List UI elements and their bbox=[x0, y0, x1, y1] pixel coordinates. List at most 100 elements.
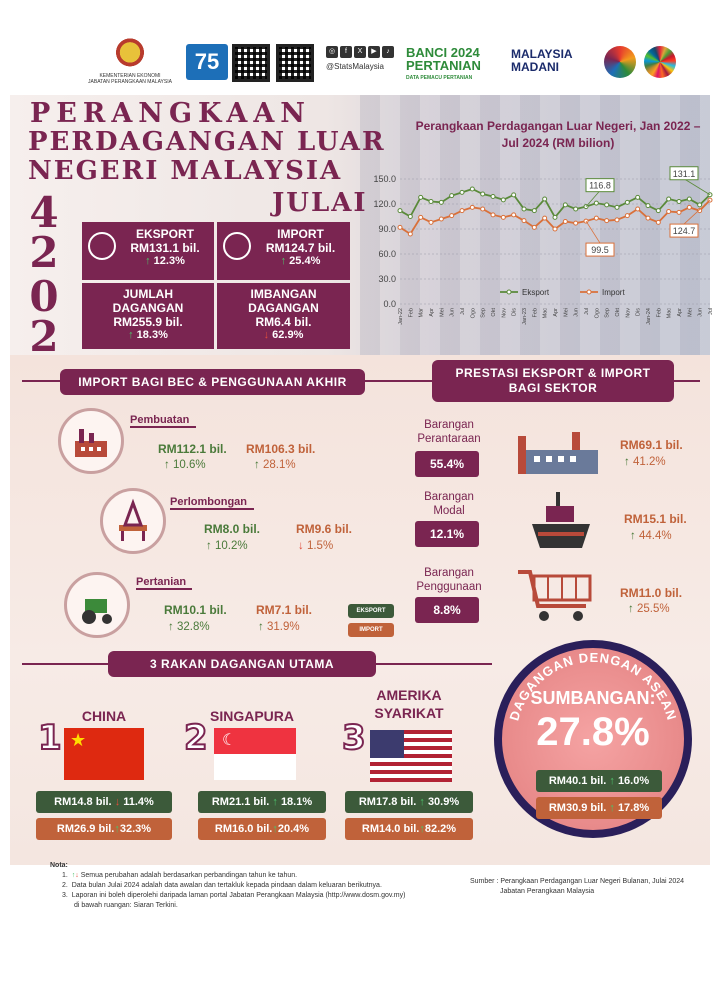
arrow-up-icon: ↑ bbox=[272, 823, 278, 835]
y-tick-label: 60.0 bbox=[378, 249, 396, 259]
bec-label: Pertanian bbox=[136, 576, 192, 590]
sector-share: 12.1% bbox=[415, 521, 479, 547]
bec-export-value: RM8.0 bil. bbox=[204, 522, 261, 536]
data-point bbox=[697, 208, 703, 214]
rank-number: 3 bbox=[341, 717, 367, 759]
data-point bbox=[666, 196, 672, 202]
ministry-name: KEMENTERIAN EKONOMI bbox=[99, 73, 161, 79]
factory-icon bbox=[58, 408, 124, 474]
data-point bbox=[624, 199, 630, 205]
x-tick-label: Mei bbox=[563, 308, 569, 317]
tractor-icon bbox=[64, 572, 130, 638]
data-point bbox=[407, 214, 413, 219]
oil-rig-icon bbox=[100, 488, 166, 554]
department-name: JABATAN PERANGKAAN MALAYSIA bbox=[88, 79, 172, 85]
annotation-box bbox=[669, 166, 699, 181]
annotation-label: 131.1 bbox=[673, 169, 696, 179]
annotation-label: 124.7 bbox=[673, 226, 696, 236]
stat-label: IMPORT bbox=[277, 227, 324, 241]
x-tick-label: Feb bbox=[408, 308, 414, 317]
bec-label: Perlombongan bbox=[170, 496, 254, 510]
qr-code-icon[interactable] bbox=[232, 44, 270, 82]
stat-eksport: EKSPORT RM131.1 bil. ↑ 12.3% bbox=[82, 222, 214, 280]
bec-label: Pembuatan bbox=[130, 414, 196, 428]
partner-export-bar: RM17.8 bil. ↑ 30.9% bbox=[345, 791, 473, 813]
stat-label: DAGANGAN bbox=[248, 301, 319, 315]
anniversary-logo: 75 bbox=[186, 44, 228, 80]
annotation-box bbox=[585, 178, 615, 193]
x-tick-label: Jan-23 bbox=[522, 308, 528, 325]
data-point bbox=[449, 213, 455, 219]
arrow-up-icon: ↑ bbox=[145, 255, 151, 267]
data-point bbox=[531, 224, 537, 230]
arrow-up-icon: ↑ bbox=[128, 329, 134, 341]
sector-change: ↑ 41.2% bbox=[624, 456, 666, 468]
banci-line2: PERTANIAN bbox=[406, 58, 481, 73]
madani-line2: MADANI bbox=[511, 60, 559, 74]
chart-title: Perangkaan Perdagangan Luar Negeri, Jan … bbox=[415, 119, 701, 150]
x-tick-label: Mac bbox=[543, 308, 549, 319]
arrow-up-icon: ↑ bbox=[71, 872, 76, 879]
note-1: 1. ↑↓ Semua perubahan adalah berdasarkan… bbox=[62, 872, 298, 879]
data-point bbox=[686, 196, 692, 202]
x-tick-label: Mei bbox=[687, 308, 693, 317]
stat-label: EKSPORT bbox=[135, 227, 194, 241]
x-tick-label: Apr bbox=[429, 308, 435, 317]
data-point bbox=[614, 217, 620, 223]
x-tick-label: Mar bbox=[419, 308, 425, 318]
qr-code-icon[interactable] bbox=[276, 44, 314, 82]
stat-value: RM6.4 bil. bbox=[255, 315, 312, 329]
arrow-down-icon: ↓ bbox=[263, 329, 270, 341]
data-point bbox=[562, 219, 568, 224]
data-point bbox=[686, 204, 692, 210]
sector-change: ↑ 25.5% bbox=[628, 603, 670, 615]
y-tick-label: 150.0 bbox=[373, 174, 396, 184]
shopping-cart-icon bbox=[516, 566, 598, 624]
bec-import-change: ↓ 1.5% bbox=[298, 540, 334, 552]
partner-import-bar: RM26.9 bil.↑32.3% bbox=[36, 818, 172, 840]
annotation-box bbox=[585, 242, 615, 257]
legend-export: EKSPORT bbox=[348, 604, 394, 618]
arrow-up-icon: ↑ bbox=[419, 823, 425, 835]
x-tick-label: Jan-22 bbox=[398, 308, 404, 325]
stat-label: JUMLAH bbox=[123, 287, 173, 301]
data-point bbox=[562, 202, 568, 208]
rank-number: 1 bbox=[37, 717, 63, 759]
source-line2: Jabatan Perangkaan Malaysia bbox=[500, 888, 595, 895]
x-tick-label: Ogo bbox=[594, 308, 600, 318]
arrow-up-icon: ↑ bbox=[609, 802, 615, 814]
sector-heading-line2: BAGI SEKTOR bbox=[508, 381, 598, 395]
tiktok-icon[interactable]: ♪ bbox=[382, 46, 394, 58]
arrow-up-icon: ↑ bbox=[624, 456, 633, 468]
instagram-icon[interactable]: ◎ bbox=[326, 46, 338, 58]
legend-import: IMPORT bbox=[348, 623, 394, 637]
data-point bbox=[469, 186, 475, 192]
stat-value: RM131.1 bil. bbox=[130, 241, 200, 255]
arrow-up-icon: ↑ bbox=[254, 459, 263, 471]
youtube-icon[interactable]: ▶ bbox=[368, 46, 380, 58]
stat-import: IMPORT RM124.7 bil. ↑ 25.4% bbox=[217, 222, 350, 280]
arrow-up-icon: ↑ bbox=[419, 796, 425, 808]
x-icon[interactable]: X bbox=[354, 46, 366, 58]
factory-icon bbox=[512, 428, 604, 480]
arrow-up-icon: ↑ bbox=[164, 459, 173, 471]
data-point bbox=[676, 199, 682, 204]
madani-logo: MALAYSIA MADANI bbox=[511, 48, 601, 74]
facebook-icon[interactable]: f bbox=[340, 46, 352, 58]
data-point bbox=[635, 206, 641, 212]
partners-heading: 3 RAKAN DAGANGAN UTAMA bbox=[108, 651, 376, 677]
data-point bbox=[666, 209, 672, 214]
x-tick-label: Sep bbox=[481, 308, 487, 318]
partner-export-bar: RM21.1 bil. ↑ 18.1% bbox=[198, 791, 326, 813]
data-point bbox=[469, 204, 475, 210]
bec-import-change: ↑ 28.1% bbox=[254, 459, 296, 471]
china-flag-icon: ★ bbox=[64, 728, 144, 780]
bec-export-value: RM10.1 bil. bbox=[164, 603, 227, 617]
sector-share: 8.8% bbox=[415, 597, 479, 623]
data-point bbox=[459, 208, 465, 214]
data-point bbox=[593, 200, 599, 206]
data-point bbox=[655, 219, 661, 225]
year-digit: 0 bbox=[29, 272, 59, 321]
x-tick-label: Mac bbox=[667, 308, 673, 319]
x-tick-label: Feb bbox=[532, 308, 538, 317]
